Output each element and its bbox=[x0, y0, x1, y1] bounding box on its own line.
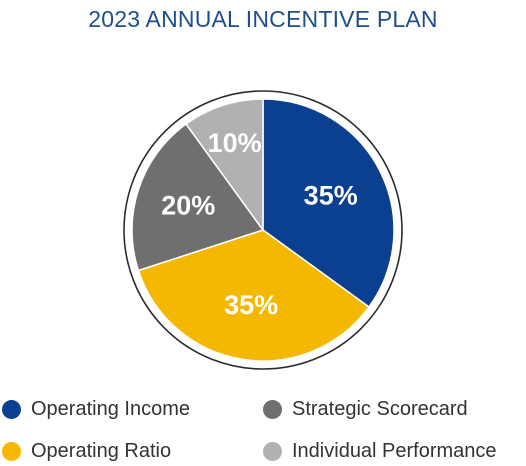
pie-slice-individual-performance bbox=[184, 98, 264, 233]
pie-slice-operating-income bbox=[262, 98, 395, 309]
data-label-strategic-scorecard: 20% bbox=[161, 191, 215, 221]
data-label-individual-performance: 10% bbox=[208, 128, 262, 158]
data-label-operating-ratio: 35% bbox=[224, 290, 278, 320]
data-label-operating-income: 35% bbox=[304, 181, 358, 211]
chart-title: 2023 ANNUAL INCENTIVE PLAN bbox=[88, 6, 438, 32]
pie-slice-strategic-scorecard bbox=[131, 122, 265, 272]
pie-slice-operating-ratio bbox=[137, 229, 371, 362]
